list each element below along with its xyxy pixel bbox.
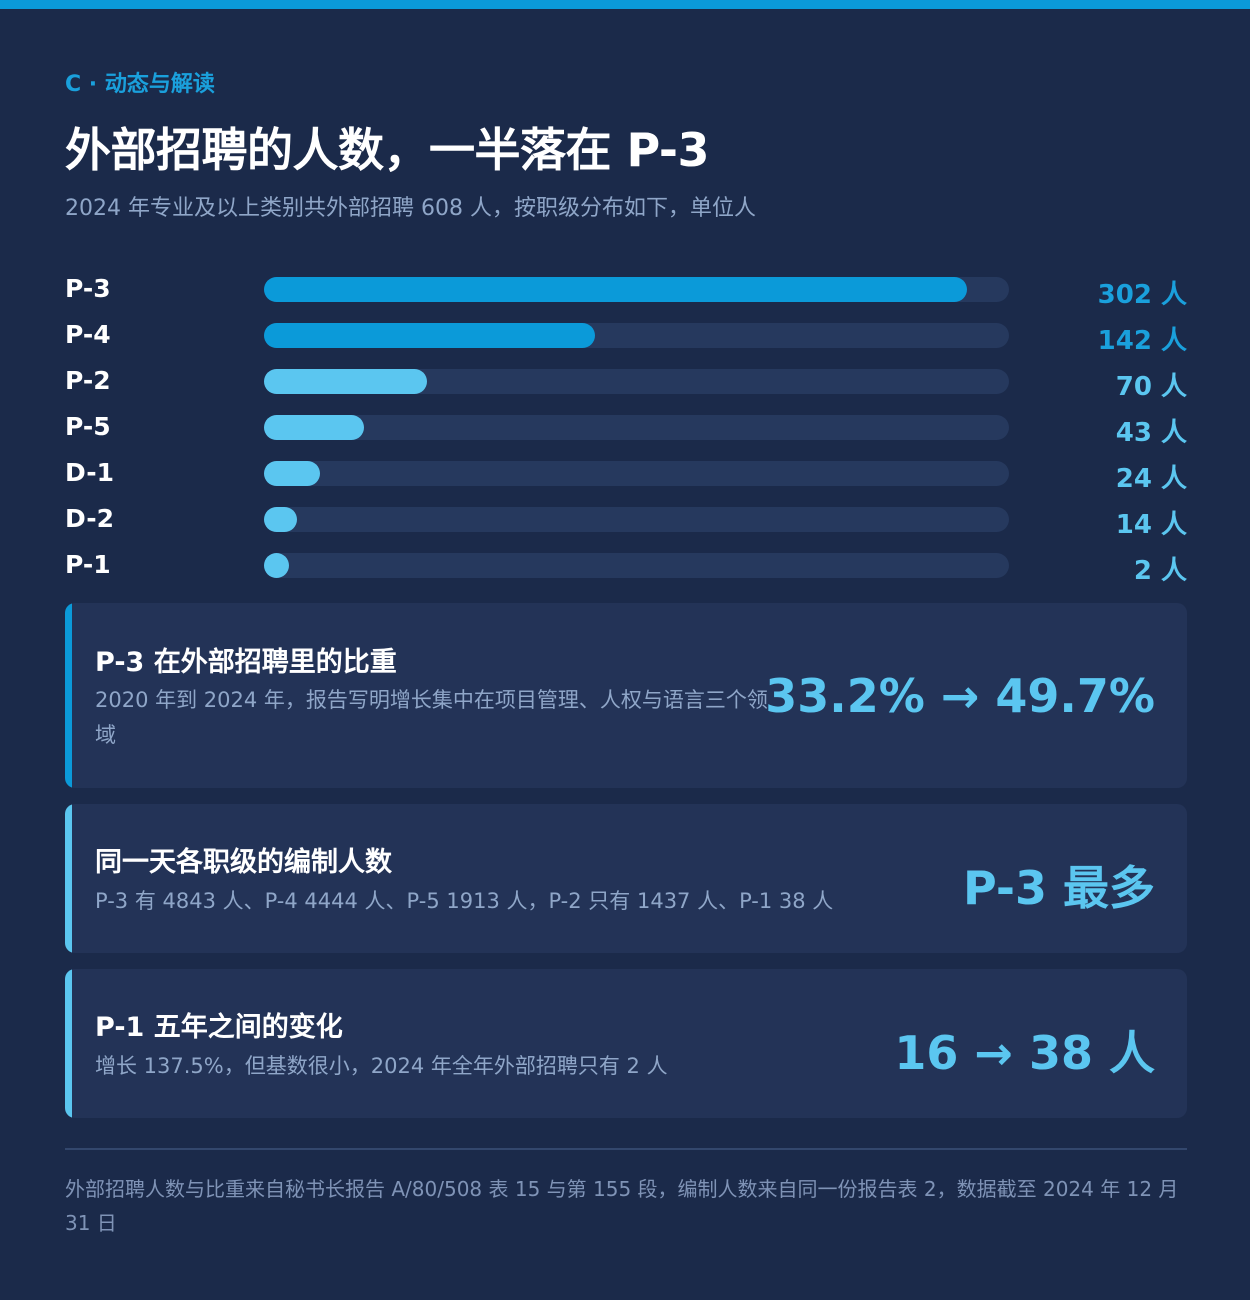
bar-value-label: 43 人 bbox=[1115, 418, 1187, 448]
card-headcount: 同一天各职级的编制人数 P-3 有 4843 人、P-4 4444 人、P-5 … bbox=[65, 804, 1187, 953]
card-description: 增长 137.5%，但基数很小，2024 年全年外部招聘只有 2 人 bbox=[95, 1054, 668, 1078]
card-highlight-value: 16 → 38 人 bbox=[894, 1026, 1155, 1080]
bar bbox=[264, 323, 595, 348]
card-p1-change: P-1 五年之间的变化 增长 137.5%，但基数很小，2024 年全年外部招聘… bbox=[65, 969, 1187, 1118]
card-highlight-value: 33.2% → 49.7% bbox=[765, 669, 1155, 723]
source-note: 外部招聘人数与比重来自秘书长报告 A/80/508 表 15 与第 155 段，… bbox=[65, 1177, 1179, 1235]
bar bbox=[264, 369, 427, 394]
bar bbox=[264, 277, 968, 302]
bar-row: P-3 302 人 bbox=[65, 270, 1187, 310]
bar-value-label: 2 人 bbox=[1133, 556, 1187, 586]
bar-category-label: P-3 bbox=[65, 274, 111, 303]
bar-value-label: 302 人 bbox=[1097, 280, 1187, 310]
bar-row: D-2 14 人 bbox=[65, 500, 1187, 540]
card-accent bbox=[65, 603, 72, 788]
bar-track bbox=[264, 507, 1009, 532]
bar-category-label: P-1 bbox=[65, 550, 111, 579]
page-title: 外部招聘的人数，一半落在 P-3 bbox=[65, 123, 710, 177]
bar-value-label: 14 人 bbox=[1115, 510, 1187, 540]
card-description: 2020 年到 2024 年，报告写明增长集中在项目管理、人权与语言三个领域 bbox=[95, 688, 768, 747]
bar bbox=[264, 415, 365, 440]
bar-track bbox=[264, 415, 1009, 440]
bar-category-label: P-4 bbox=[65, 320, 111, 349]
bar-category-label: D-1 bbox=[65, 458, 114, 487]
card-description: P-3 有 4843 人、P-4 4444 人、P-5 1913 人，P-2 只… bbox=[95, 889, 834, 913]
bar-row: P-2 70 人 bbox=[65, 362, 1187, 402]
bar-row: D-1 24 人 bbox=[65, 454, 1187, 494]
bar-row: P-4 142 人 bbox=[65, 316, 1187, 356]
bar-track bbox=[264, 369, 1009, 394]
bar-category-label: P-2 bbox=[65, 366, 111, 395]
top-accent-bar bbox=[0, 0, 1250, 9]
card-highlight-value: P-3 最多 bbox=[962, 861, 1155, 915]
bar-row: P-1 2 人 bbox=[65, 546, 1187, 586]
bar bbox=[264, 507, 297, 532]
footer-divider bbox=[65, 1148, 1187, 1150]
bar bbox=[264, 461, 320, 486]
bar-value-label: 24 人 bbox=[1115, 464, 1187, 494]
bar-value-label: 70 人 bbox=[1115, 372, 1187, 402]
bar-track bbox=[264, 461, 1009, 486]
bar-category-label: P-5 bbox=[65, 412, 111, 441]
bar-category-label: D-2 bbox=[65, 504, 114, 533]
card-accent bbox=[65, 804, 72, 953]
bar-row: P-5 43 人 bbox=[65, 408, 1187, 448]
bar-track bbox=[264, 323, 1009, 348]
section-eyebrow: C · 动态与解读 bbox=[65, 72, 215, 97]
card-p3-share: P-3 在外部招聘里的比重 2020 年到 2024 年，报告写明增长集中在项目… bbox=[65, 603, 1187, 788]
card-title: 同一天各职级的编制人数 bbox=[95, 847, 392, 878]
bar-chart: P-3 302 人 P-4 142 人 P-2 70 人 P-5 43 人 D-1 24 人 D-2… bbox=[65, 270, 1187, 590]
page-subtitle: 2024 年专业及以上类别共外部招聘 608 人，按职级分布如下，单位人 bbox=[65, 196, 756, 221]
bar-track bbox=[264, 277, 1009, 302]
bar-value-label: 142 人 bbox=[1097, 326, 1187, 356]
card-accent bbox=[65, 969, 72, 1118]
card-title: P-1 五年之间的变化 bbox=[95, 1012, 343, 1043]
card-title: P-3 在外部招聘里的比重 bbox=[95, 647, 397, 678]
bar bbox=[264, 553, 289, 578]
bar-track bbox=[264, 553, 1009, 578]
